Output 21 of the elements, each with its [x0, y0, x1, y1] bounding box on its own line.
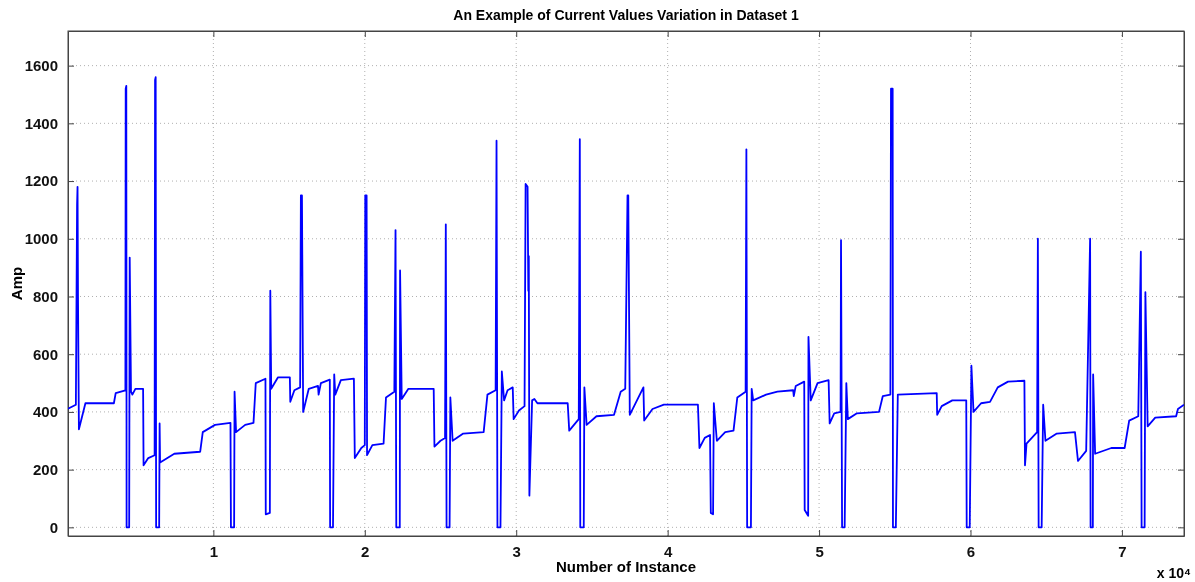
y-tick-label: 800: [32, 287, 58, 305]
y-tick-label: 0: [49, 518, 58, 536]
y-axis-title: Amp: [8, 266, 25, 301]
y-tick-label: 200: [32, 460, 58, 478]
text: x 10⁴: [1156, 565, 1192, 581]
x-tick-label: 7: [1118, 542, 1127, 560]
y-tick-label: 1000: [24, 230, 58, 248]
x-tick-label: 2: [361, 542, 370, 560]
line-series: [68, 76, 1184, 529]
y-tick-label: 1200: [24, 172, 58, 190]
y-tick-label: 1400: [24, 114, 58, 132]
y-tick-label: 600: [32, 345, 58, 363]
x-tick-label: 6: [966, 542, 976, 560]
x-tick-label: 1: [209, 542, 219, 560]
x-tick-label: 3: [512, 542, 521, 560]
y-tick-label: 1600: [24, 56, 58, 74]
x-tick-label: 5: [815, 542, 824, 560]
chart-title: An Example of Current Values Variation in Dataset 1: [453, 7, 799, 23]
x-tick-label: 4: [663, 542, 673, 560]
x-axis-title: Number of Instance: [555, 558, 697, 575]
y-tick-label: 400: [32, 403, 58, 421]
